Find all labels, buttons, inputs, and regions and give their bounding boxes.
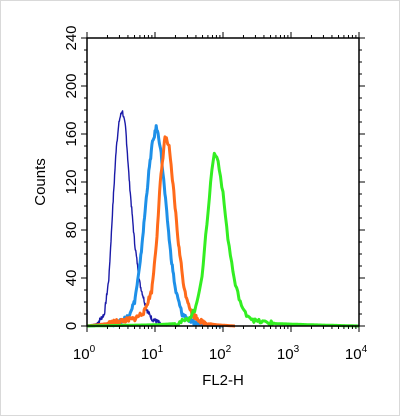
y-tick-label: 0	[63, 322, 80, 330]
histogram-series-3	[86, 135, 236, 328]
x-tick-label: 100	[73, 344, 96, 363]
x-tick-label: 101	[141, 344, 164, 363]
y-axis-label: Counts	[32, 158, 49, 206]
histogram-series-2	[86, 124, 224, 328]
ticks-layer: 0 40 80 120 160 200 240 100 101 102 103 104	[63, 25, 368, 363]
histogram-series-4	[86, 151, 360, 328]
series-layer	[86, 110, 360, 328]
x-tick-label: 104	[345, 344, 368, 363]
y-tick-label: 240	[63, 25, 80, 50]
x-tick-label: 103	[277, 344, 300, 363]
y-tick-label: 160	[63, 121, 80, 146]
y-tick-label: 120	[63, 169, 80, 194]
y-tick-label: 200	[63, 73, 80, 98]
histogram-series-1	[86, 110, 168, 327]
y-tick-label: 80	[63, 222, 80, 239]
x-axis-label: FL2-H	[202, 372, 244, 389]
plot-area-border	[86, 37, 360, 327]
y-tick-label: 40	[63, 270, 80, 287]
x-tick-label: 102	[209, 344, 232, 363]
